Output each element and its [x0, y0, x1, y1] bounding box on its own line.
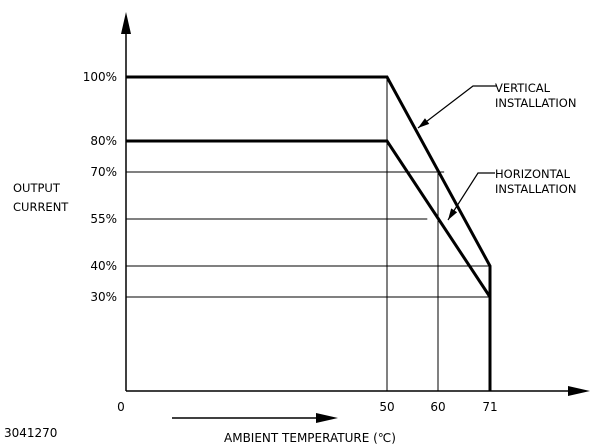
y-tick-label: 80%	[90, 134, 117, 148]
annotation-label-line-2: INSTALLATION	[495, 182, 576, 196]
x-tick-label: 71	[482, 400, 497, 414]
series-line-vertical	[126, 75, 492, 391]
y-tick-label: 100%	[83, 70, 117, 84]
y-tick-label: 40%	[90, 259, 117, 273]
annotation-label-line-1: VERTICAL	[495, 81, 551, 95]
x-axis-label: AMBIENT TEMPERATURE (℃)	[224, 431, 396, 445]
x-tick-label: 60	[430, 400, 445, 414]
annotation-arrowhead-vertical	[418, 118, 430, 128]
x-tick-label: 50	[379, 400, 394, 414]
y-axis-arrowhead	[121, 12, 131, 34]
annotation-label-line-1: HORIZONTAL	[495, 167, 571, 181]
annotation-leader-horizontal	[447, 172, 495, 221]
annotation-arrowhead-horizontal	[448, 208, 458, 220]
x-tick-label: 0	[117, 400, 125, 414]
x-label-arrowhead	[316, 413, 338, 423]
series-line-horizontal	[126, 139, 492, 391]
y-axis-label-line-2: CURRENT	[13, 200, 69, 214]
y-tick-label: 30%	[90, 290, 117, 304]
axes	[121, 12, 590, 423]
y-axis-label-line-1: OUTPUT	[13, 181, 61, 195]
labels: 100% 80% 70% 55% 40% 30% 0 50 60 71 OUTPUT CURRENT A…	[4, 70, 576, 445]
series-lines	[126, 75, 492, 391]
reference-grid	[126, 77, 490, 391]
y-tick-label: 55%	[90, 212, 117, 226]
y-tick-label: 70%	[90, 165, 117, 179]
annotation-label-line-2: INSTALLATION	[495, 96, 576, 110]
x-axis-arrowhead	[568, 386, 590, 396]
figure-id: 3041270	[4, 426, 57, 440]
annotation-leader-vertical	[417, 85, 497, 129]
